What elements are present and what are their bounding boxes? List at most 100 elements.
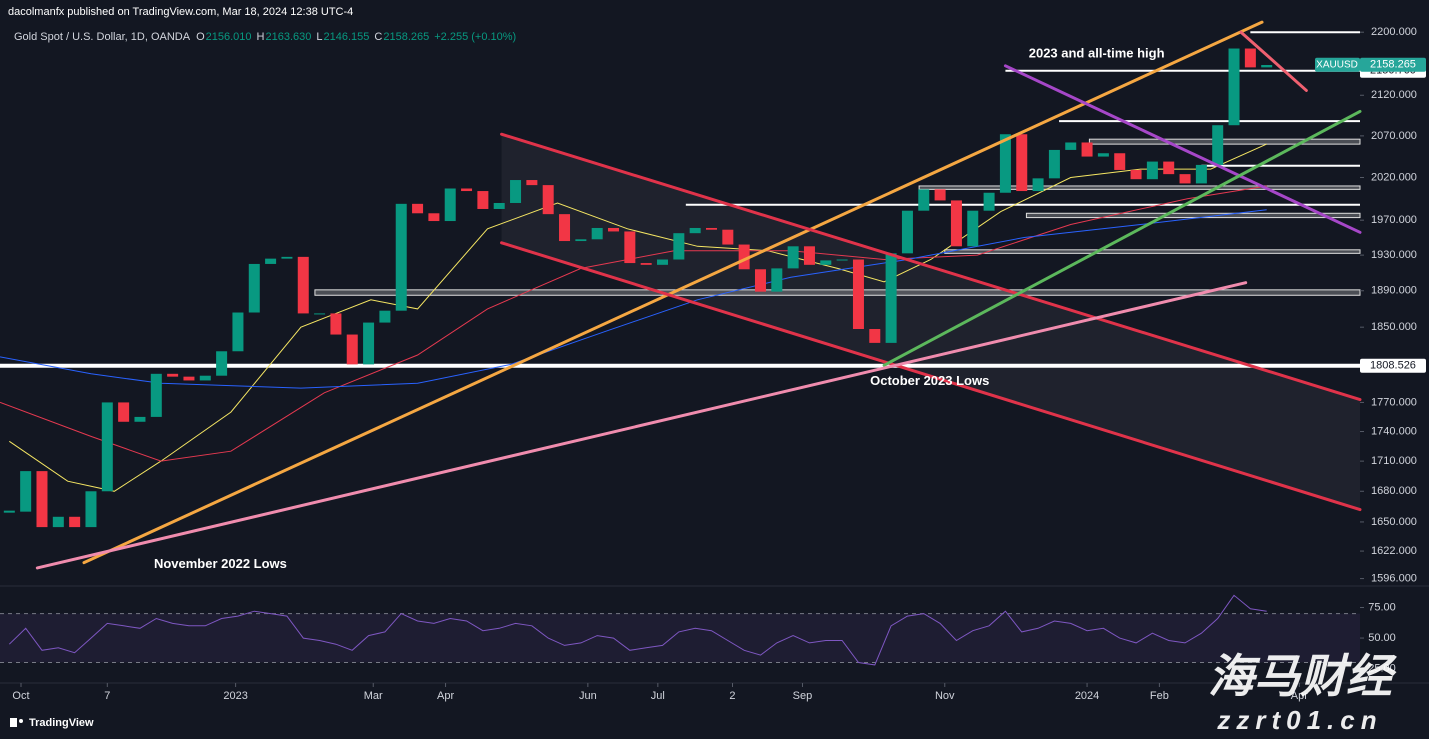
trend-line: [500, 241, 1362, 512]
ohlc-value: 2158.265: [383, 31, 429, 43]
watermark-url: zzrt01.cn: [1216, 705, 1382, 735]
candle: [477, 191, 489, 209]
footer-brand: TradingView: [29, 717, 94, 729]
x-tick-label: Jun: [579, 690, 597, 702]
candle: [901, 210, 913, 254]
candle: [1048, 149, 1060, 179]
logo: [10, 718, 17, 727]
rsi-tick-label: 75.00: [1368, 601, 1396, 613]
candle: [1261, 65, 1273, 68]
candle: [1081, 142, 1093, 157]
candle: [1146, 161, 1158, 180]
y-tick-label: 1890.000: [1371, 285, 1417, 297]
y-tick-label: 1770.000: [1371, 396, 1417, 408]
candle: [705, 227, 717, 230]
y-tick-label: 2020.000: [1371, 171, 1417, 183]
x-tick-label: 7: [104, 690, 110, 702]
footer: TradingView: [10, 717, 94, 729]
candle: [559, 214, 571, 242]
candle: [493, 202, 505, 209]
ohlc-label: L: [316, 31, 322, 43]
candle: [101, 402, 113, 492]
candle: [346, 334, 358, 365]
y-tick-label: 1596.000: [1371, 572, 1417, 584]
annotation: October 2023 Lows: [870, 373, 989, 388]
candle: [591, 227, 603, 240]
y-tick-label: 2070.000: [1371, 130, 1417, 142]
x-tick-label: Nov: [935, 690, 955, 702]
candle: [934, 189, 946, 201]
candle: [885, 253, 897, 343]
candle: [689, 227, 701, 234]
candle: [1244, 48, 1256, 68]
x-tick-label: Feb: [1150, 690, 1169, 702]
candle: [183, 376, 195, 381]
moving-average: [9, 143, 1267, 492]
candle: [1195, 164, 1207, 184]
trend-line: [882, 109, 1362, 367]
y-tick-label: 1740.000: [1371, 425, 1417, 437]
ohlc-label: H: [257, 31, 265, 43]
candle: [69, 516, 81, 528]
price-tag-label: 2158.265: [1370, 59, 1416, 71]
y-tick-label: 1970.000: [1371, 214, 1417, 226]
candle: [412, 203, 424, 214]
published: dacolmanfx published on TradingView.com,…: [8, 6, 353, 18]
x-tick-label: Oct: [12, 690, 29, 702]
y-tick-label: 1650.000: [1371, 516, 1417, 528]
rsi-band: [0, 613, 1360, 663]
candle: [1065, 142, 1077, 150]
logo: [19, 719, 23, 723]
candle: [363, 322, 375, 365]
change: +2.255 (+0.10%): [434, 31, 516, 43]
trend-line: [35, 281, 1248, 570]
candle: [510, 180, 522, 203]
level-band: [1025, 212, 1361, 219]
candle: [118, 402, 130, 422]
candle: [52, 516, 64, 528]
rsi-tick-label: 25.00: [1368, 662, 1396, 674]
candle: [85, 491, 97, 528]
candle: [640, 263, 652, 265]
candle: [1179, 174, 1191, 184]
y-tick-label: 2120.000: [1371, 89, 1417, 101]
candle: [1114, 153, 1126, 170]
candle: [36, 471, 48, 528]
x-tick-label: Jul: [651, 690, 665, 702]
candle: [428, 213, 440, 222]
x-tick-label: Sep: [793, 690, 813, 702]
candle: [216, 351, 228, 376]
candle: [199, 375, 211, 381]
trend-line: [1239, 30, 1308, 92]
annotation: November 2022 Lows: [154, 556, 287, 571]
ohlc-value: 2163.630: [265, 31, 311, 43]
symbol: Gold Spot / U.S. Dollar, 1D, OANDA: [14, 31, 191, 43]
candle: [167, 373, 179, 377]
level-band: [314, 289, 1361, 296]
candle: [950, 200, 962, 247]
candle: [314, 313, 326, 315]
candle: [836, 259, 848, 261]
candle: [967, 210, 979, 247]
candle: [820, 260, 832, 265]
rsi-tick-label: 50.00: [1368, 632, 1396, 644]
candle: [248, 263, 260, 313]
x-tick-label: 2024: [1075, 690, 1099, 702]
candle: [1097, 153, 1109, 157]
y-tick-label: 2200.000: [1371, 26, 1417, 38]
y-tick-label: 1710.000: [1371, 455, 1417, 467]
candle: [265, 258, 277, 264]
trend-line: [500, 132, 1362, 402]
candle: [1212, 125, 1224, 165]
level-tag-label: 1808.526: [1370, 360, 1416, 372]
candle: [395, 203, 407, 311]
candle: [461, 188, 473, 192]
ohlc-value: 2156.010: [206, 31, 252, 43]
y-tick-label: 1930.000: [1371, 249, 1417, 261]
y-tick-label: 1680.000: [1371, 485, 1417, 497]
x-tick-label: Apr: [1291, 690, 1308, 702]
candle: [1130, 169, 1142, 180]
candle: [379, 310, 391, 323]
candle: [738, 244, 750, 270]
